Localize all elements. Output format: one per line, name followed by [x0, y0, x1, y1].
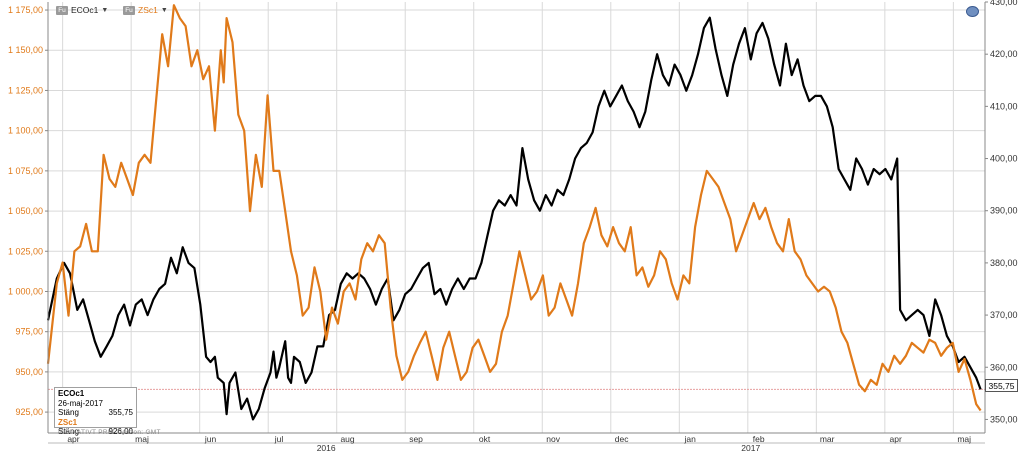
series-tag-eco[interactable]: Fu ECOc1 ▼ [56, 4, 108, 16]
info-date: 26-maj-2017 [58, 398, 103, 408]
watermark-text: INDIKATIVT PRIS Tidszon: GMT [58, 429, 161, 436]
series-label-zs: ZSc1 [138, 5, 158, 15]
x-tick-label: jan [683, 434, 696, 444]
left-tick-label: 925,00 [15, 407, 43, 417]
x-tick-label: okt [479, 434, 491, 444]
x-tick-label: apr [67, 434, 79, 444]
x-year-label: 2016 [317, 443, 336, 453]
info-close-row-2: Stäng 926,00 [58, 427, 133, 437]
left-tick-label: 975,00 [15, 327, 43, 337]
info-close-value-1: 355,75 [108, 408, 133, 417]
left-tick-label: 1 075,00 [8, 166, 43, 176]
series-line-zsc1 [46, 4, 982, 412]
info-close-value-2: 926,00 [108, 427, 133, 436]
x-tick-label: jul [274, 434, 284, 444]
x-year-label: 2017 [741, 443, 760, 453]
x-tick-label: feb [753, 434, 765, 444]
left-tick-label: 1 050,00 [8, 206, 43, 216]
right-tick-label: 350,00 [990, 414, 1018, 424]
grid-lines [48, 2, 985, 433]
left-tick-label: 1 150,00 [8, 45, 43, 55]
series-label-eco: ECOc1 [71, 5, 99, 15]
left-tick-label: 1 000,00 [8, 286, 43, 296]
info-close-row-1: Stäng 355,75 [58, 408, 133, 418]
right-tick-label: 410,00 [990, 101, 1018, 111]
right-axis-tick-labels: 350,00 360,00 370,00 380,00 390,00 400,00 410,… [985, 0, 1018, 424]
x-tick-label: apr [890, 434, 902, 444]
right-tick-label: 370,00 [990, 310, 1018, 320]
left-tick-label: 1 025,00 [8, 246, 43, 256]
right-tick-label: 360,00 [990, 362, 1018, 372]
right-tick-label: 380,00 [990, 258, 1018, 268]
info-series1-title: ECOc1 [58, 389, 85, 398]
right-tick-label: 430,00 [990, 0, 1018, 7]
info-close-label: Stäng [58, 408, 79, 417]
left-tick-label: 1 175,00 [8, 5, 43, 15]
x-tick-label: maj [957, 434, 971, 444]
axes [47, 2, 986, 444]
globe-icon[interactable] [966, 6, 979, 17]
series-tag-zs[interactable]: Fu ZSc1 ▼ [123, 4, 168, 16]
info-series2-title: ZSc1 [58, 417, 78, 427]
x-tick-label: aug [340, 434, 354, 444]
info-close-label: Stäng [58, 427, 79, 436]
x-tick-label: sep [409, 434, 423, 444]
left-axis-tick-labels: 925,00 950,00 975,00 1 000,00 1 025,00 1 050,… [8, 5, 48, 417]
series-line-ecoc1 [46, 16, 982, 421]
left-tick-label: 1 125,00 [8, 85, 43, 95]
x-tick-label: dec [615, 434, 629, 444]
series-lines [46, 4, 982, 421]
right-tick-label: 400,00 [990, 154, 1018, 164]
x-tick-label: maj [135, 434, 149, 444]
right-tick-label: 420,00 [990, 49, 1018, 59]
right-tick-label: 390,00 [990, 206, 1018, 216]
x-tick-label: jun [204, 434, 217, 444]
x-tick-label: mar [820, 434, 835, 444]
fx-badge-icon: Fu [56, 5, 68, 15]
fx-badge-icon: Fu [123, 5, 135, 15]
x-tick-label: nov [546, 434, 560, 444]
chevron-down-icon[interactable]: ▼ [101, 6, 109, 14]
chevron-down-icon[interactable]: ▼ [160, 6, 168, 14]
left-tick-label: 1 100,00 [8, 126, 43, 136]
x-axis-tick-labels: apr maj jun jul aug sep okt nov dec jan feb mar apr m… [67, 434, 971, 453]
last-value-badge: 355,75 [985, 379, 1018, 392]
left-tick-label: 950,00 [15, 367, 43, 377]
data-info-box: ECOc1 26-maj-2017 Stäng 355,75 ZSc1 Stän… [54, 387, 137, 436]
